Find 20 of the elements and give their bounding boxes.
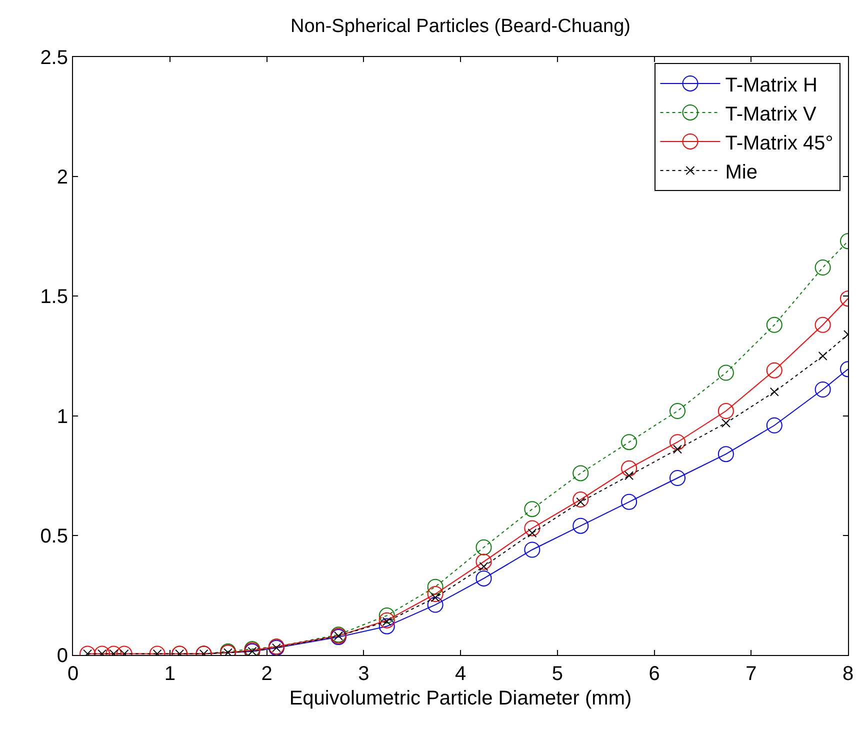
y-tick-label: 1	[56, 406, 68, 428]
x-tick-label: 5	[552, 663, 563, 685]
x-tick-label: 7	[746, 663, 757, 685]
x-tick-label: 2	[261, 663, 272, 685]
y-tick-label: 2.5	[40, 47, 68, 69]
y-tick-label: 1.5	[40, 286, 68, 308]
legend-label: Mie	[725, 161, 758, 184]
legend-label: T-Matrix V	[725, 103, 818, 126]
x-axis-title: Equivolumetric Particle Diameter (mm)	[289, 688, 632, 710]
legend-label: T-Matrix H	[725, 74, 818, 96]
x-tick-label: 1	[164, 663, 176, 685]
y-tick-label: 0	[56, 645, 68, 667]
chart-title: Non-Spherical Particles (Beard-Chuang)	[290, 16, 631, 37]
x-tick-label: 8	[842, 663, 854, 685]
y-tick-label: 0.5	[40, 525, 68, 548]
x-tick-label: 6	[648, 663, 660, 685]
x-tick-label: 3	[358, 663, 370, 685]
y-tick-label: 2	[56, 166, 68, 189]
x-tick-label: 4	[454, 663, 466, 685]
legend-label: T-Matrix 45°	[725, 132, 834, 154]
